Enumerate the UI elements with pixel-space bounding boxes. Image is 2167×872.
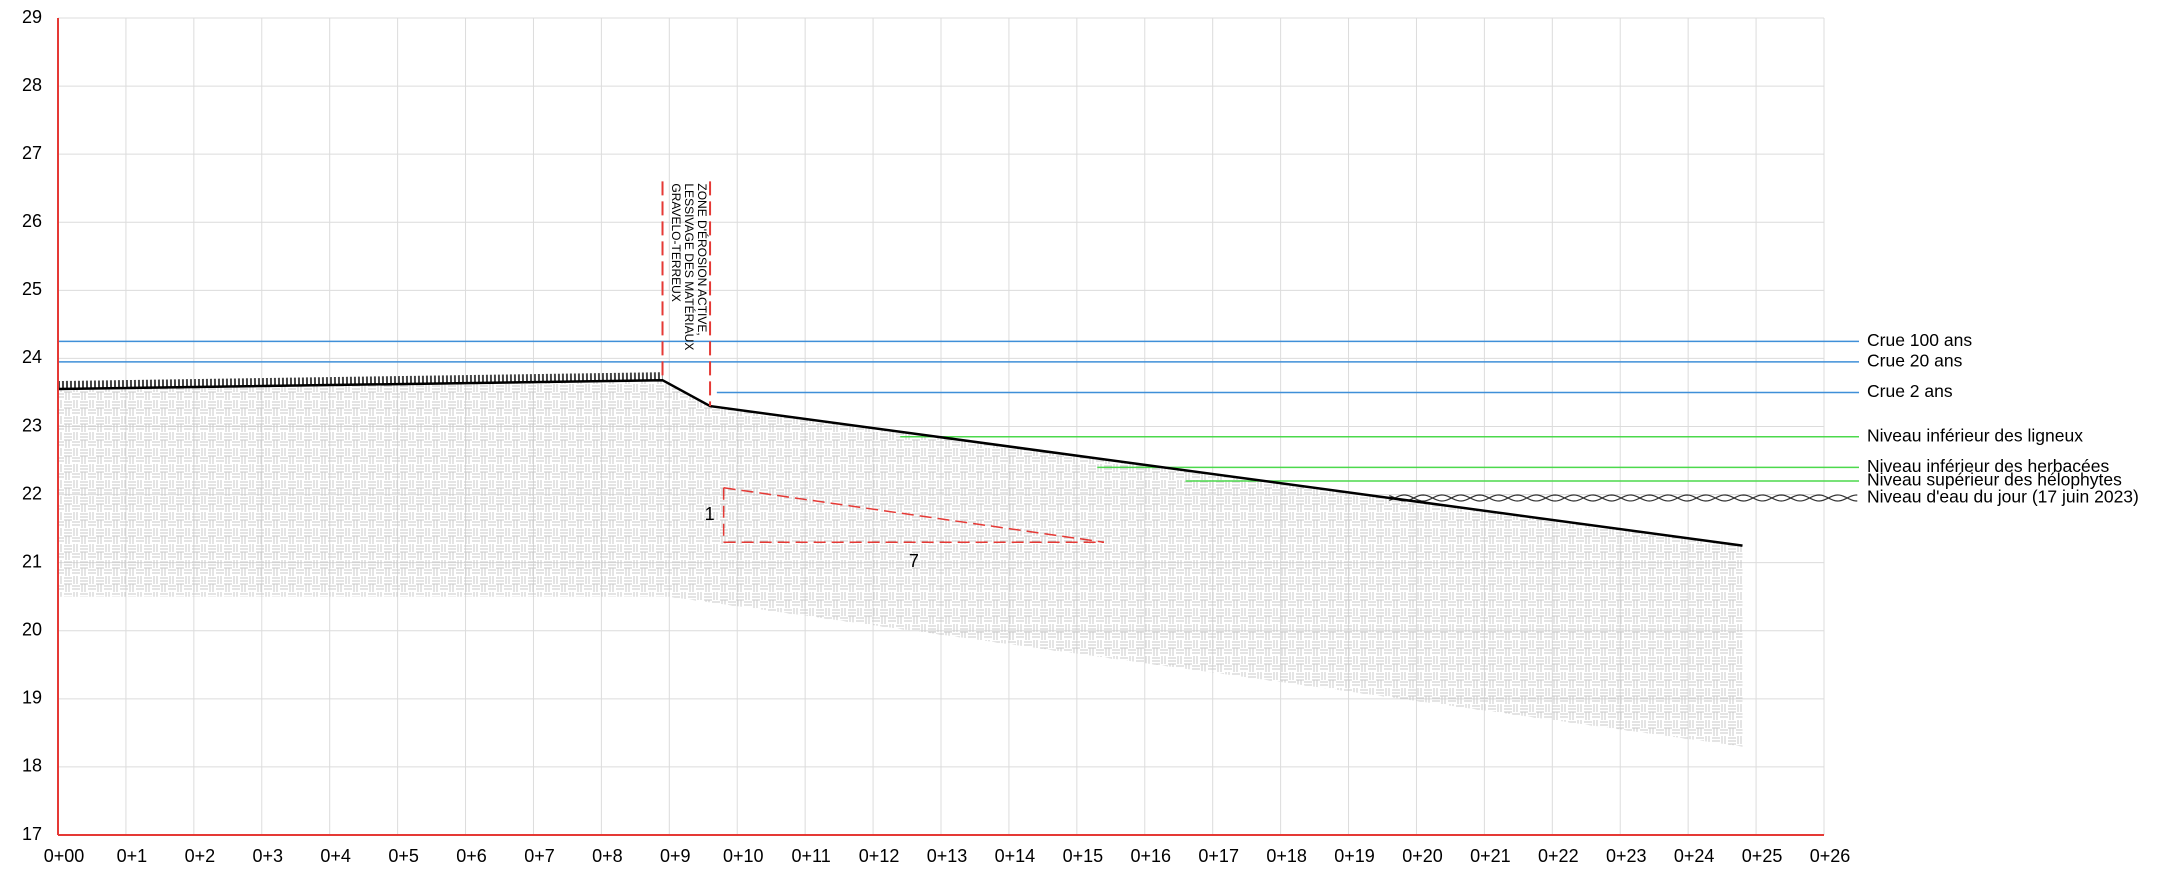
- x-tick-label: 0+5: [388, 846, 419, 866]
- annotation-text: GRAVELO-TERREUX: [669, 183, 683, 301]
- level-label: Crue 100 ans: [1867, 330, 1972, 350]
- y-tick-label: 28: [22, 75, 42, 95]
- x-tick-label: 0+18: [1266, 846, 1307, 866]
- y-tick-label: 19: [22, 688, 42, 708]
- x-tick-label: 0+8: [592, 846, 623, 866]
- level-label: Crue 20 ans: [1867, 350, 1963, 370]
- x-tick-label: 0+13: [927, 846, 968, 866]
- x-tick-label: 0+4: [320, 846, 351, 866]
- x-tick-label: 0+14: [995, 846, 1036, 866]
- x-tick-label: 0+12: [859, 846, 900, 866]
- y-tick-label: 26: [22, 211, 42, 231]
- x-tick-label: 0+20: [1402, 846, 1443, 866]
- level-label: Niveau supérieur des hélophytes: [1867, 470, 2122, 490]
- grass: [57, 372, 663, 390]
- level-label: Crue 2 ans: [1867, 381, 1953, 401]
- soil-fill: [58, 380, 1743, 747]
- slope-rise-label: 1: [705, 504, 715, 524]
- x-tick-label: 0+16: [1130, 846, 1171, 866]
- x-tick-label: 0+6: [456, 846, 487, 866]
- y-tick-label: 20: [22, 620, 42, 640]
- x-tick-label: 0+22: [1538, 846, 1579, 866]
- ground-line: [57, 378, 1743, 547]
- x-tick-label: 0+17: [1198, 846, 1239, 866]
- y-tick-label: 22: [22, 483, 42, 503]
- level-label: Niveau d'eau du jour (17 juin 2023): [1867, 487, 2139, 507]
- water-level: [1389, 494, 1858, 502]
- y-tick-label: 24: [22, 347, 42, 367]
- y-tick-label: 17: [22, 824, 42, 844]
- x-tick-label: 0+24: [1674, 846, 1715, 866]
- y-tick-label: 18: [22, 756, 42, 776]
- slope-hypotenuse: [723, 487, 1105, 543]
- y-tick-label: 23: [22, 415, 42, 435]
- x-tick-label: 0+9: [660, 846, 691, 866]
- x-tick-label: 0+26: [1810, 846, 1851, 866]
- y-tick-label: 29: [22, 7, 42, 27]
- x-tick-label: 0+21: [1470, 846, 1511, 866]
- x-tick-label: 0+3: [252, 846, 283, 866]
- x-tick-label: 0+7: [524, 846, 555, 866]
- annotation-text: LESSIVAGE DES MATÉRIAUX: [682, 183, 697, 350]
- level-label: Niveau inférieur des herbacées: [1867, 456, 2109, 476]
- x-tick-label: 0+25: [1742, 846, 1783, 866]
- x-tick-label: 0+23: [1606, 846, 1647, 866]
- x-tick-label: 0+1: [117, 846, 148, 866]
- y-tick-label: 21: [22, 551, 42, 571]
- y-tick-label: 27: [22, 143, 42, 163]
- water-level: [1389, 494, 1858, 502]
- y-tick-label: 25: [22, 279, 42, 299]
- x-tick-label: 0+00: [44, 846, 85, 866]
- x-tick-label: 0+19: [1334, 846, 1375, 866]
- x-tick-label: 0+2: [185, 846, 216, 866]
- x-tick-label: 0+15: [1063, 846, 1104, 866]
- x-tick-label: 0+11: [792, 846, 831, 866]
- level-label: Niveau inférieur des ligneux: [1867, 425, 2083, 445]
- slope-run-label: 7: [909, 551, 919, 571]
- x-tick-label: 0+10: [723, 846, 764, 866]
- annotation-text: ZONE D'ÉROSION ACTIVE,: [695, 183, 710, 335]
